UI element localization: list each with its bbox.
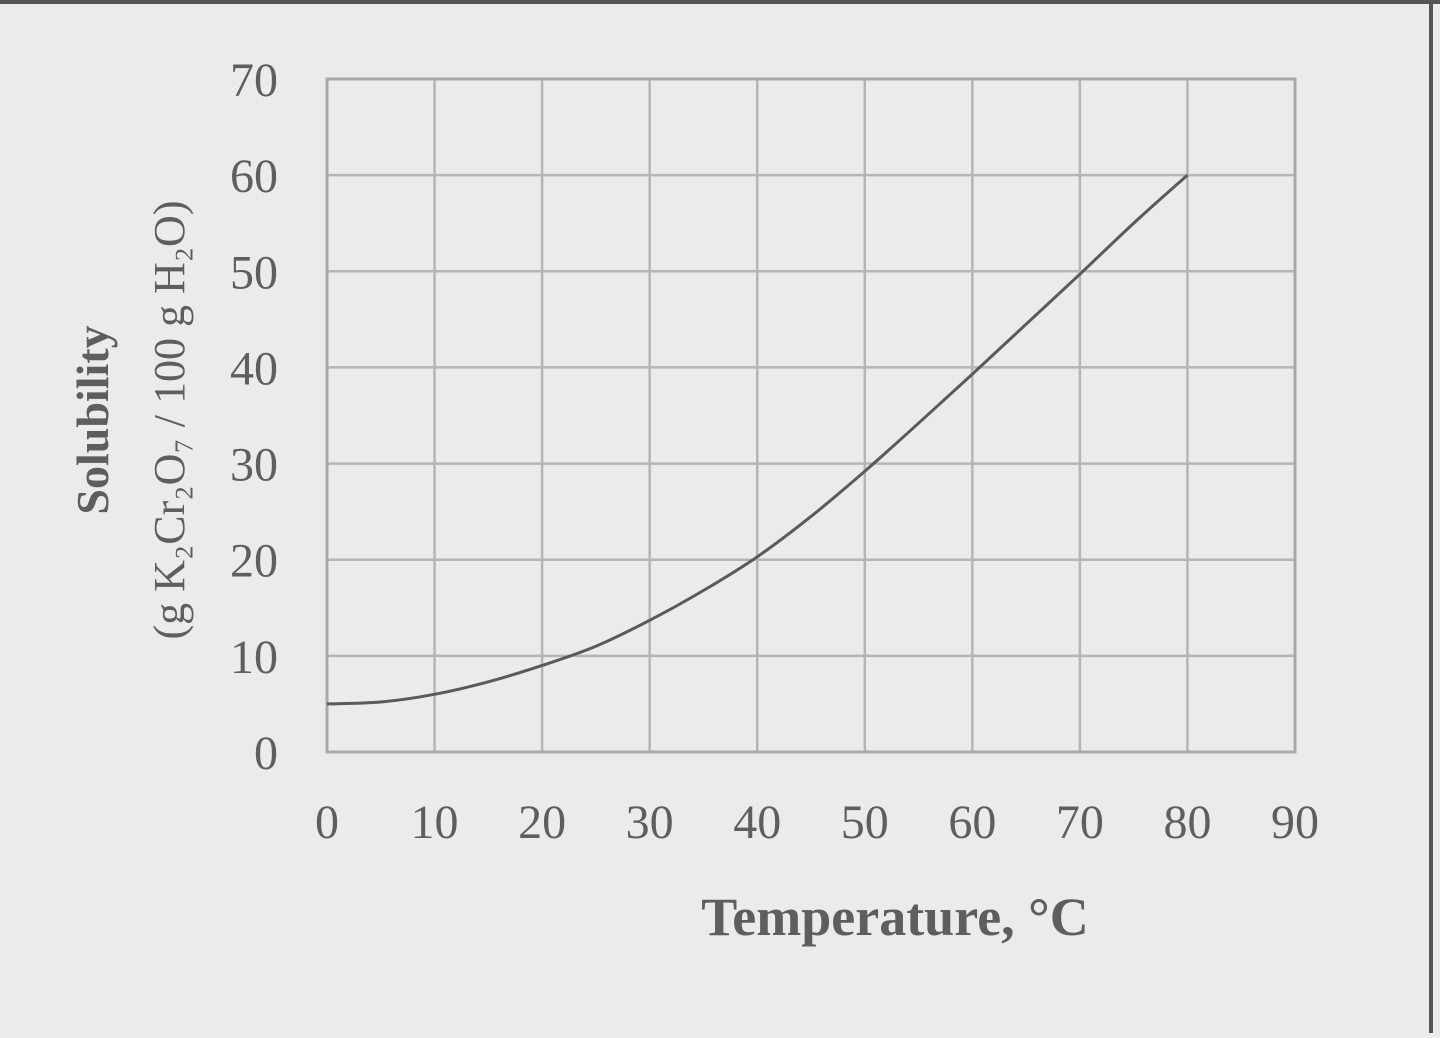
y-tick-labels: 0 10 20 30 40 50 60 70 (230, 54, 278, 780)
x-tick-label: 50 (841, 796, 889, 849)
x-tick-label: 90 (1271, 796, 1319, 849)
x-tick-label: 80 (1163, 796, 1211, 849)
x-tick-label: 60 (948, 796, 996, 849)
plot-frame (325, 77, 1297, 754)
data-series (326, 174, 1189, 706)
y-tick-label: 30 (230, 439, 278, 492)
x-tick-label: 10 (411, 796, 459, 849)
x-tick-label: 30 (626, 796, 674, 849)
y-axis-title: Solubility (67, 325, 118, 514)
y-tick-label: 10 (230, 631, 278, 684)
x-tick-label: 40 (733, 796, 781, 849)
y-tick-label: 50 (230, 246, 278, 299)
y-tick-label: 60 (230, 150, 278, 203)
grid-lines (325, 77, 1297, 754)
x-axis-title: Temperature, °C (701, 887, 1089, 947)
y-axis-unit-label: (g K₂Cr₂O₇ / 100 g H₂O) (145, 201, 194, 640)
y-tick-label: 70 (230, 54, 278, 107)
x-tick-label: 70 (1056, 796, 1104, 849)
solubility-curve (326, 174, 1189, 706)
y-tick-label: 40 (230, 342, 278, 395)
y-tick-label: 0 (254, 727, 278, 780)
x-tick-label: 20 (518, 796, 566, 849)
x-tick-labels: 0 10 20 30 40 50 60 70 80 90 (315, 796, 1319, 849)
x-tick-label: 0 (315, 796, 339, 849)
y-tick-label: 20 (230, 535, 278, 588)
